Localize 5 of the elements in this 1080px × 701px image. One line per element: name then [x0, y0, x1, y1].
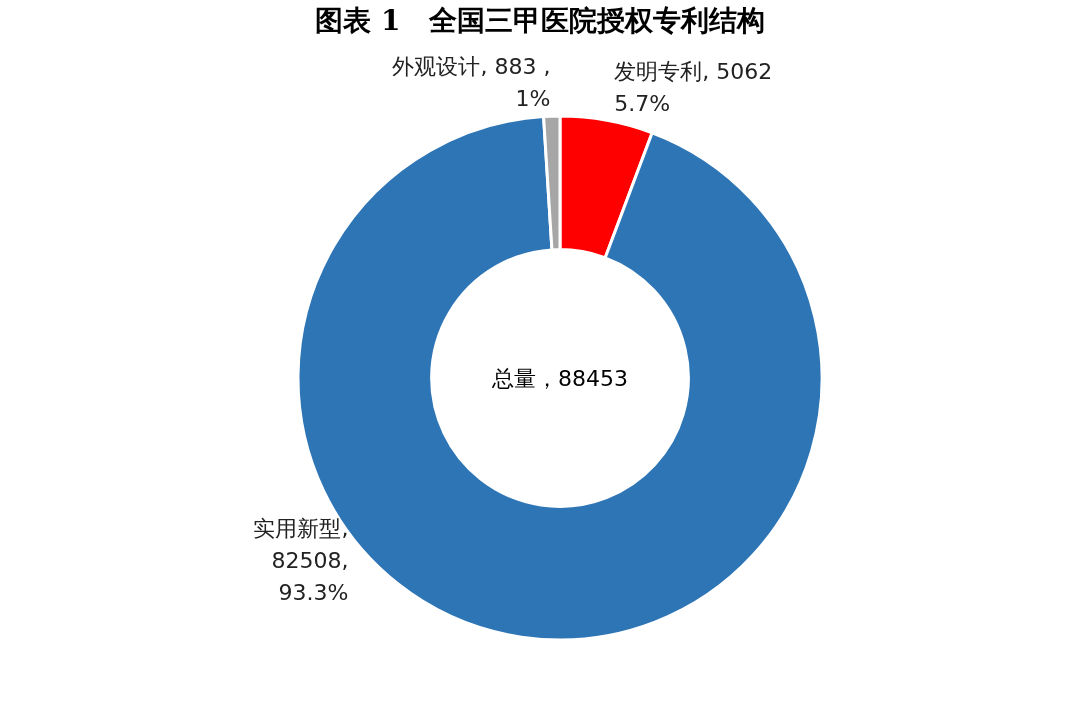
text: 总量，88453 [491, 366, 628, 391]
slice-label: 外观设计, 883 , 1% [392, 54, 551, 112]
slice-label: 发明专利, 5062 5.7% [614, 58, 773, 116]
chart-title: 图表 1 全国三甲医院授权专利结构 [315, 4, 765, 37]
slice-label: 实用新型, 82508, 93.3% [253, 516, 349, 606]
